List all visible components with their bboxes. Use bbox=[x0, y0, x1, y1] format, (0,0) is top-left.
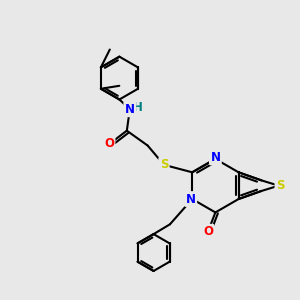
Text: S: S bbox=[160, 158, 168, 171]
Text: N: N bbox=[186, 193, 196, 206]
Text: O: O bbox=[203, 225, 213, 238]
Text: N: N bbox=[125, 103, 135, 116]
Text: H: H bbox=[133, 101, 143, 114]
Text: S: S bbox=[276, 179, 284, 192]
Text: N: N bbox=[210, 151, 220, 164]
Text: O: O bbox=[104, 137, 114, 150]
